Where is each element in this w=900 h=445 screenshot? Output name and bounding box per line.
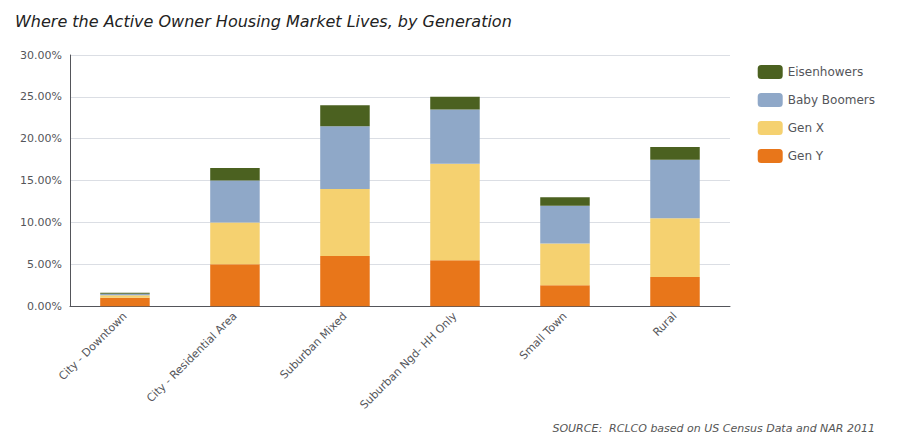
svg-text:0.00%: 0.00% [27,300,62,313]
svg-text:Where the Active Owner Housing: Where the Active Owner Housing Market Li… [15,12,512,31]
svg-text:Small Town: Small Town [517,310,570,363]
svg-text:City - Downtown: City - Downtown [56,310,129,383]
svg-text:Gen Y: Gen Y [788,149,824,163]
svg-text:25.00%: 25.00% [20,90,62,103]
svg-text:30.00%: 30.00% [20,49,62,62]
svg-text:Baby Boomers: Baby Boomers [788,93,875,107]
svg-text:5.00%: 5.00% [27,258,62,271]
svg-text:SOURCE: RCLCO based on US Cen: SOURCE: RCLCO based on US Census Data an… [552,422,875,435]
svg-text:City - Residential Area: City - Residential Area [144,310,239,405]
svg-text:Gen X: Gen X [788,121,824,135]
svg-text:20.00%: 20.00% [20,132,62,145]
svg-text:10.00%: 10.00% [20,216,62,229]
svg-text:Rural: Rural [650,310,679,339]
svg-text:Suburban Mixed: Suburban Mixed [277,310,349,382]
svg-text:Eisenhowers: Eisenhowers [788,65,864,79]
svg-text:Suburban Ngd- HH Only: Suburban Ngd- HH Only [358,309,460,411]
svg-text:15.00%: 15.00% [20,174,62,187]
